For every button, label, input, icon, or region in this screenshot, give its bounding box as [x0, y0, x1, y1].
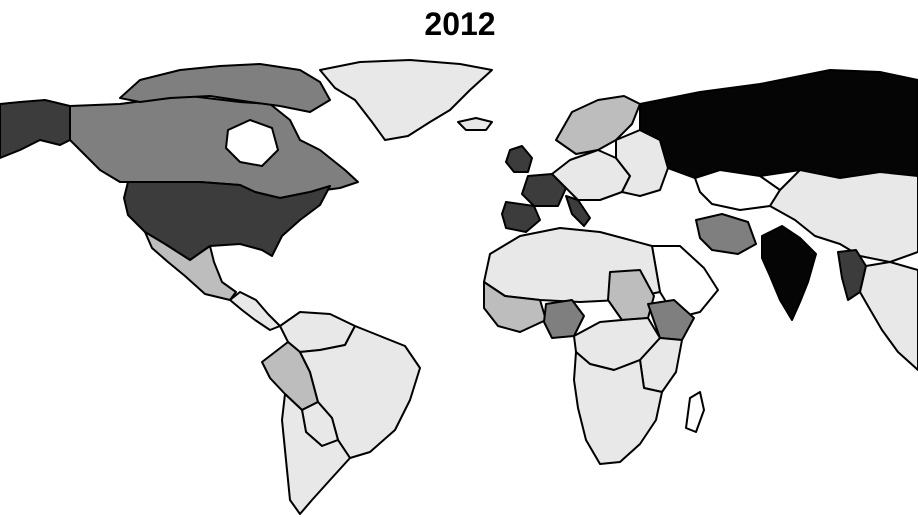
region-nigeria — [543, 299, 585, 339]
region-argentina-chile — [281, 393, 351, 515]
region-southeast-asia — [859, 261, 918, 371]
region-iran — [695, 213, 757, 255]
region-hudson-bay — [225, 119, 279, 167]
map-title: 2012 — [424, 6, 496, 42]
region-alaska — [0, 99, 71, 159]
region-iceland — [457, 117, 493, 131]
region-canada — [69, 95, 359, 199]
region-kazakhstan — [694, 169, 781, 211]
region-united-kingdom — [505, 145, 533, 173]
region-sahel — [483, 281, 547, 333]
region-southern-africa — [573, 351, 663, 465]
region-russia — [639, 69, 918, 179]
region-canadian-arctic-islands — [119, 63, 331, 113]
region-scandinavia — [555, 95, 641, 155]
region-mexico — [144, 231, 237, 301]
region-spain — [501, 201, 541, 233]
region-madagascar — [685, 391, 705, 433]
region-india — [761, 225, 817, 321]
region-greenland — [319, 59, 493, 141]
region-ethiopia — [647, 299, 695, 341]
region-central-america — [229, 291, 281, 331]
